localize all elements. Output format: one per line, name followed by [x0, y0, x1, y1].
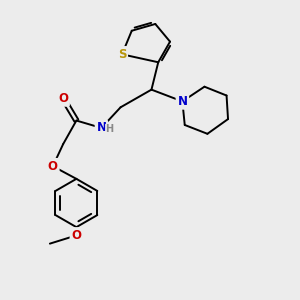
Text: H: H	[106, 124, 114, 134]
Text: N: N	[177, 95, 188, 108]
Text: S: S	[118, 48, 126, 61]
Text: O: O	[48, 160, 58, 173]
Text: O: O	[58, 92, 68, 105]
Text: O: O	[71, 229, 81, 242]
Text: N: N	[96, 122, 106, 134]
